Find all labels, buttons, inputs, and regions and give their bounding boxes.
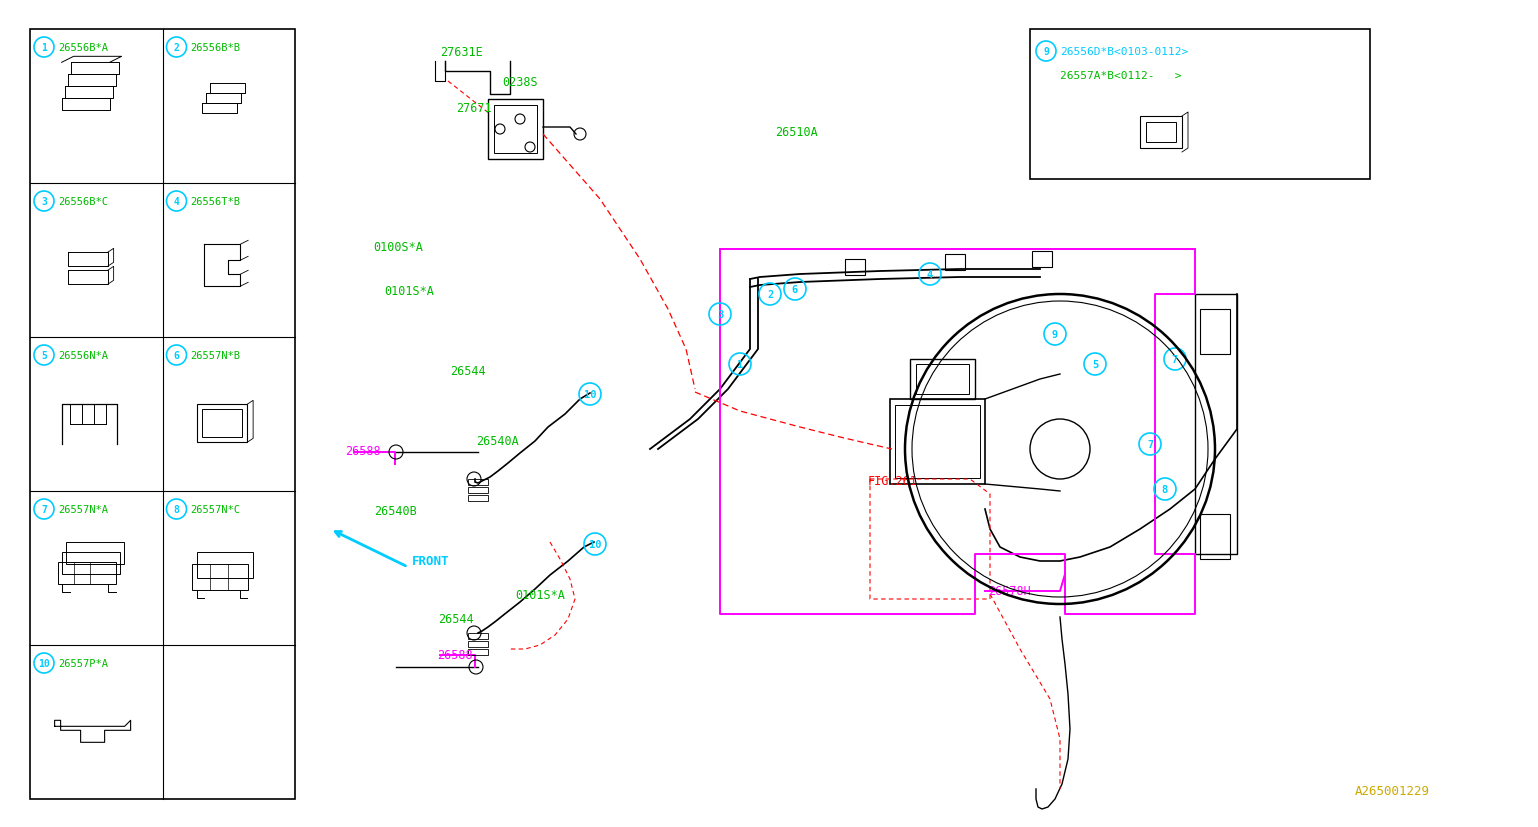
Bar: [468, 633, 488, 639]
Text: 8: 8: [174, 504, 180, 514]
Text: 7: 7: [1147, 439, 1154, 449]
Text: 9: 9: [1052, 330, 1058, 340]
Text: 26510A: 26510A: [775, 126, 818, 138]
Text: 3: 3: [42, 197, 48, 207]
Text: 1: 1: [737, 360, 743, 370]
Bar: [944, 255, 964, 270]
Bar: [1200, 309, 1230, 355]
Text: 26556D*B<0103-0112>: 26556D*B<0103-0112>: [1060, 47, 1189, 57]
Text: 2: 2: [767, 289, 774, 299]
Text: 26556B*B: 26556B*B: [191, 43, 240, 53]
Text: FIG.261: FIG.261: [867, 475, 918, 488]
Text: 26557N*C: 26557N*C: [191, 504, 240, 514]
Text: 10: 10: [38, 658, 49, 668]
Text: 26544: 26544: [438, 613, 474, 626]
Text: 26556T*B: 26556T*B: [191, 197, 240, 207]
Bar: [468, 641, 488, 648]
Text: 26578H: 26578H: [987, 585, 1030, 598]
Text: 9: 9: [1043, 47, 1049, 57]
Bar: [31, 30, 295, 799]
Text: 0238S: 0238S: [501, 75, 538, 88]
Bar: [468, 495, 488, 501]
Bar: [917, 365, 969, 394]
Text: 26556B*C: 26556B*C: [58, 197, 108, 207]
Text: 26540A: 26540A: [475, 435, 518, 448]
Bar: [1200, 514, 1230, 559]
Text: 4: 4: [174, 197, 180, 207]
Text: 4: 4: [927, 270, 934, 280]
Text: 6: 6: [174, 351, 180, 361]
Text: 7: 7: [42, 504, 48, 514]
Bar: [844, 260, 864, 275]
Bar: [910, 360, 975, 399]
Bar: [197, 405, 248, 442]
Text: 0101S*A: 0101S*A: [515, 589, 564, 602]
Text: A265001229: A265001229: [1355, 785, 1430, 797]
Bar: [1195, 294, 1237, 554]
Bar: [1140, 117, 1183, 149]
Text: 6: 6: [792, 284, 798, 294]
Bar: [1146, 123, 1177, 143]
Text: FRONT: FRONT: [412, 555, 449, 568]
Bar: [201, 410, 241, 437]
Bar: [891, 399, 984, 485]
Text: 26557N*A: 26557N*A: [58, 504, 108, 514]
Text: 26557N*B: 26557N*B: [191, 351, 240, 361]
Text: 26556N*A: 26556N*A: [58, 351, 108, 361]
Bar: [895, 405, 980, 479]
Text: 0101S*A: 0101S*A: [384, 285, 434, 299]
Bar: [494, 106, 537, 154]
Text: 5: 5: [1092, 360, 1098, 370]
Bar: [1032, 251, 1052, 268]
Text: 26540B: 26540B: [374, 505, 417, 518]
Text: 10: 10: [589, 539, 601, 549]
Text: 0100S*A: 0100S*A: [374, 241, 423, 254]
Bar: [468, 487, 488, 494]
Text: 7: 7: [1172, 355, 1178, 365]
Bar: [57, 562, 115, 585]
Text: 5: 5: [42, 351, 48, 361]
Bar: [197, 552, 254, 579]
Bar: [468, 480, 488, 485]
Text: 26588: 26588: [345, 445, 380, 458]
Text: 26544: 26544: [451, 365, 486, 378]
Bar: [468, 649, 488, 655]
Text: 27631E: 27631E: [440, 45, 483, 59]
Bar: [62, 552, 120, 575]
Text: 26588: 26588: [437, 648, 472, 662]
Text: 3: 3: [717, 309, 723, 319]
Text: 27671: 27671: [455, 102, 492, 114]
Text: 10: 10: [584, 390, 597, 399]
Text: 8: 8: [1161, 485, 1169, 495]
Bar: [488, 100, 543, 160]
Text: 26557A*B<0112-   >: 26557A*B<0112- >: [1060, 71, 1181, 81]
Text: 2: 2: [174, 43, 180, 53]
Bar: [1030, 30, 1370, 179]
Text: 1: 1: [42, 43, 48, 53]
Text: 26557P*A: 26557P*A: [58, 658, 108, 668]
Bar: [66, 543, 123, 565]
Bar: [192, 565, 248, 590]
Text: 26556B*A: 26556B*A: [58, 43, 108, 53]
